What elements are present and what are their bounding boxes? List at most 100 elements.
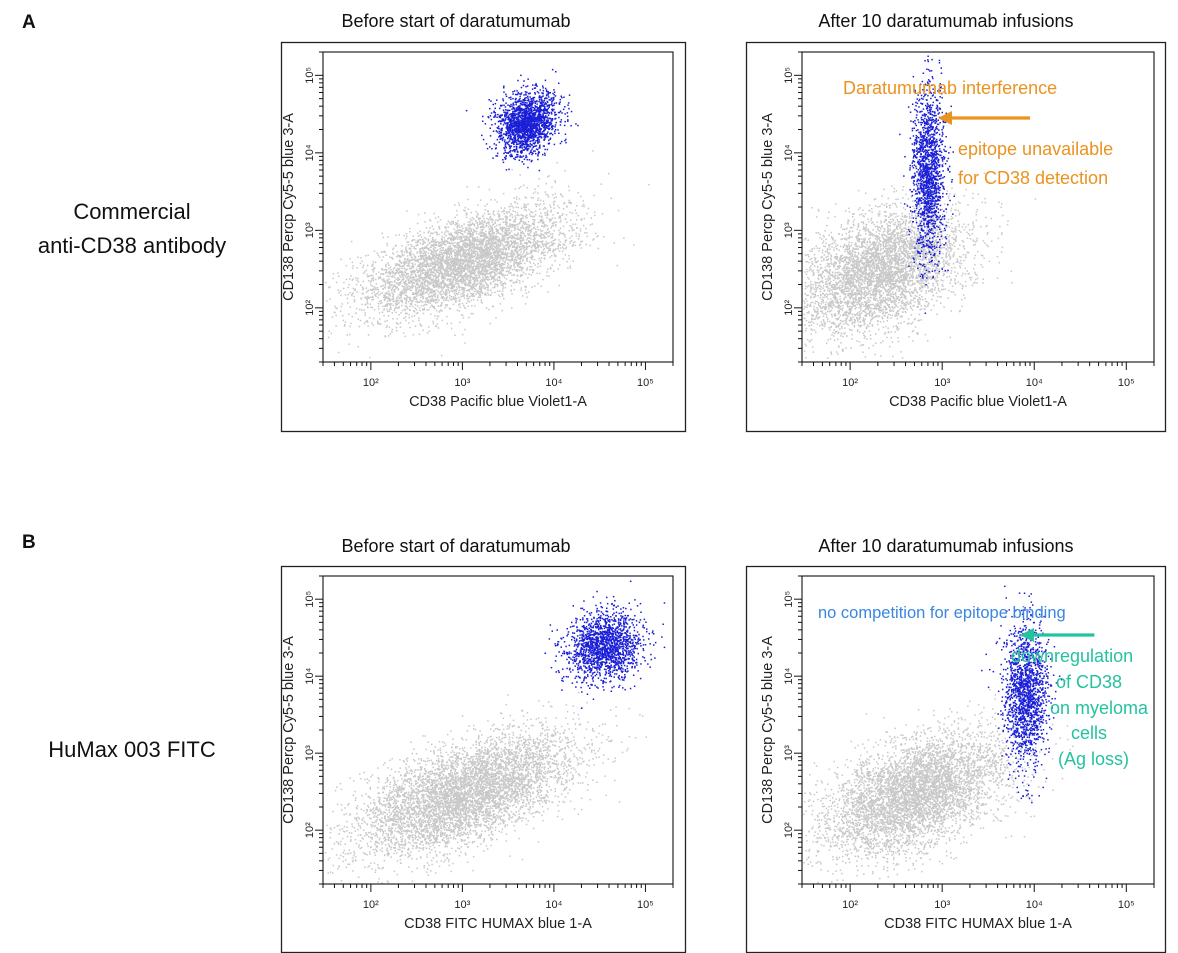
background-event-point <box>444 269 446 272</box>
background-event-point <box>513 229 516 231</box>
background-event-point <box>430 249 432 252</box>
background-event-point <box>425 251 428 253</box>
background-event-point <box>443 275 446 277</box>
background-event-point <box>478 218 480 221</box>
background-event-point <box>474 244 476 247</box>
background-event-point <box>373 250 376 252</box>
background-event-point <box>542 221 545 223</box>
background-event-point <box>460 235 462 238</box>
background-event-point <box>523 232 525 235</box>
background-event-point <box>551 225 553 227</box>
background-event-point <box>495 255 497 258</box>
background-event-point <box>470 285 472 287</box>
background-event-point <box>371 299 373 301</box>
background-event-point <box>392 295 394 298</box>
background-event-point <box>502 273 504 275</box>
background-event-point <box>439 257 441 260</box>
background-event-point <box>481 257 484 259</box>
background-event-point <box>495 239 497 241</box>
background-event-point <box>534 245 536 248</box>
background-event-point <box>439 264 441 267</box>
background-event-point <box>473 223 475 225</box>
background-event-point <box>484 255 487 257</box>
background-event-point <box>484 261 486 263</box>
background-event-point <box>468 250 470 253</box>
background-event-point <box>520 243 523 245</box>
background-event-point <box>412 253 415 256</box>
background-event-point <box>460 259 462 261</box>
background-event-point <box>439 263 441 265</box>
background-event-point <box>484 234 487 237</box>
background-event-point <box>544 224 547 226</box>
background-event-point <box>513 274 515 276</box>
background-event-point <box>472 223 474 225</box>
background-event-point <box>334 305 336 308</box>
background-event-point <box>469 272 471 274</box>
background-event-point <box>476 243 478 246</box>
background-event-point <box>464 307 467 310</box>
background-event-point <box>414 263 416 265</box>
background-event-point <box>499 303 502 305</box>
background-event-point <box>459 252 461 254</box>
background-event-point <box>463 306 466 309</box>
background-event-point <box>460 229 462 232</box>
background-event-point <box>427 289 429 291</box>
background-event-point <box>441 286 443 288</box>
background-event-point <box>548 245 551 248</box>
background-event-point <box>517 214 520 217</box>
background-event-point <box>507 242 509 245</box>
background-event-point <box>491 249 494 251</box>
background-event-point <box>527 277 529 279</box>
background-event-point <box>401 273 404 275</box>
background-event-point <box>420 269 422 271</box>
background-event-point <box>477 296 480 299</box>
background-event-point <box>423 278 425 280</box>
background-event-point <box>384 305 386 307</box>
background-event-point <box>534 250 536 252</box>
background-event-point <box>465 228 468 231</box>
background-event-point <box>462 317 465 319</box>
background-event-point <box>478 269 480 272</box>
background-event-point <box>475 211 477 213</box>
background-event-point <box>506 267 508 269</box>
background-event-point <box>399 281 402 284</box>
background-event-point <box>540 220 543 223</box>
background-event-point <box>537 199 539 201</box>
background-event-point <box>502 266 504 269</box>
background-event-point <box>489 224 491 227</box>
background-event-point <box>601 213 604 215</box>
background-event-point <box>367 303 369 305</box>
background-event-point <box>498 237 501 240</box>
background-event-point <box>582 224 585 227</box>
background-event-point <box>451 260 453 262</box>
background-event-point <box>515 248 518 251</box>
background-event-point <box>449 308 452 310</box>
background-event-point <box>397 279 399 281</box>
background-event-point <box>349 325 351 328</box>
background-event-point <box>516 242 519 244</box>
background-event-point <box>410 247 412 250</box>
background-event-point <box>437 268 440 271</box>
background-event-point <box>445 289 447 292</box>
background-event-point <box>443 243 446 246</box>
background-event-point <box>487 253 489 255</box>
background-event-point <box>449 250 451 252</box>
background-event-point <box>477 239 479 242</box>
background-event-point <box>497 219 500 222</box>
background-event-point <box>407 273 410 275</box>
background-event-point <box>446 322 448 325</box>
background-event-point <box>548 249 551 251</box>
background-event-point <box>464 235 467 238</box>
background-event-point <box>512 253 515 256</box>
background-event-point <box>466 262 469 264</box>
background-event-point <box>498 248 501 251</box>
background-event-point <box>544 237 547 239</box>
background-event-point <box>525 204 527 206</box>
background-event-point <box>465 245 467 248</box>
background-event-point <box>481 285 483 287</box>
background-event-point <box>476 239 478 242</box>
background-event-point <box>450 287 452 290</box>
background-event-point <box>382 273 384 276</box>
background-event-point <box>465 214 468 216</box>
background-event-point <box>411 276 413 279</box>
